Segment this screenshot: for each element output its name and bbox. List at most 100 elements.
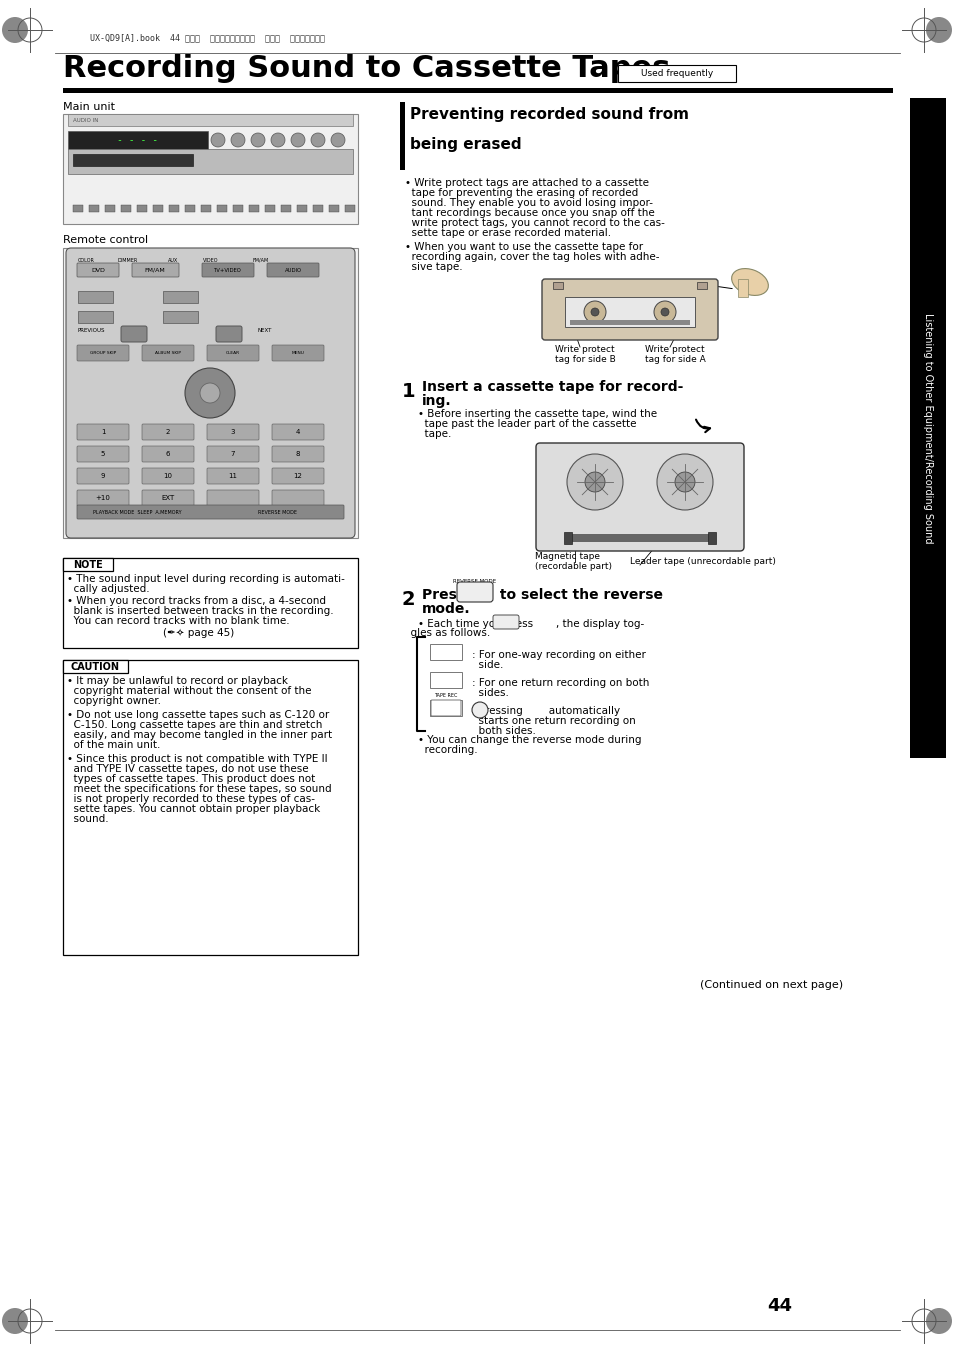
Circle shape xyxy=(925,18,951,43)
Text: AUX: AUX xyxy=(168,258,178,262)
Text: REVERSE MODE: REVERSE MODE xyxy=(453,580,497,584)
Text: tape for preventing the erasing of recorded: tape for preventing the erasing of recor… xyxy=(405,188,638,199)
Bar xyxy=(63,249,357,538)
Text: both sides.: both sides. xyxy=(472,725,536,736)
Text: : Pressing        automatically: : Pressing automatically xyxy=(472,707,619,716)
Bar xyxy=(73,205,83,212)
Text: • Before inserting the cassette tape, wind the: • Before inserting the cassette tape, wi… xyxy=(417,409,657,419)
Bar xyxy=(137,205,147,212)
Text: tape.: tape. xyxy=(417,430,451,439)
Bar xyxy=(249,205,258,212)
Bar xyxy=(399,101,405,170)
Text: +10: +10 xyxy=(95,494,111,501)
Text: UX-QD9[A].book  44 ページ  ２００４年９月６日  月曜日  午後３時２１分: UX-QD9[A].book 44 ページ ２００４年９月６日 月曜日 午後３時… xyxy=(90,34,325,42)
Text: Listening to Other Equipment/Recording Sound: Listening to Other Equipment/Recording S… xyxy=(923,312,932,543)
Circle shape xyxy=(660,308,668,316)
FancyBboxPatch shape xyxy=(66,249,355,538)
Text: starts one return recording on: starts one return recording on xyxy=(472,716,635,725)
Text: (✒✧ page 45): (✒✧ page 45) xyxy=(163,628,234,638)
Text: gles as follows.: gles as follows. xyxy=(403,628,490,638)
Text: Write protect
tag for side B: Write protect tag for side B xyxy=(555,345,615,365)
Circle shape xyxy=(472,703,488,717)
Text: TV+VIDEO: TV+VIDEO xyxy=(213,267,242,273)
Bar xyxy=(201,205,211,212)
Bar xyxy=(569,534,709,542)
Circle shape xyxy=(583,301,605,323)
FancyBboxPatch shape xyxy=(142,446,193,462)
Text: and TYPE IV cassette tapes, do not use these: and TYPE IV cassette tapes, do not use t… xyxy=(67,765,309,774)
Text: types of cassette tapes. This product does not: types of cassette tapes. This product do… xyxy=(67,774,314,784)
Text: of the main unit.: of the main unit. xyxy=(67,740,160,750)
Bar xyxy=(185,205,194,212)
FancyBboxPatch shape xyxy=(272,345,324,361)
Text: 1: 1 xyxy=(101,430,105,435)
Bar xyxy=(430,644,461,661)
FancyBboxPatch shape xyxy=(121,326,147,342)
Text: 2: 2 xyxy=(166,430,170,435)
Bar xyxy=(73,154,193,166)
Bar xyxy=(105,205,115,212)
Text: 4: 4 xyxy=(295,430,300,435)
Bar xyxy=(78,311,112,323)
Text: PREVIOUS: PREVIOUS xyxy=(78,328,106,334)
Bar xyxy=(63,113,357,224)
Circle shape xyxy=(331,132,345,147)
Text: sette tapes. You cannot obtain proper playback: sette tapes. You cannot obtain proper pl… xyxy=(67,804,320,815)
Bar xyxy=(909,99,945,758)
FancyBboxPatch shape xyxy=(207,467,258,484)
Bar xyxy=(738,280,747,297)
FancyBboxPatch shape xyxy=(142,467,193,484)
FancyBboxPatch shape xyxy=(215,326,242,342)
Bar xyxy=(216,205,227,212)
Text: (Continued on next page): (Continued on next page) xyxy=(700,979,842,990)
FancyBboxPatch shape xyxy=(541,280,718,340)
Text: blank is inserted between tracks in the recording.: blank is inserted between tracks in the … xyxy=(67,607,334,616)
Bar xyxy=(78,290,112,303)
Text: copyright owner.: copyright owner. xyxy=(67,696,161,707)
Circle shape xyxy=(211,132,225,147)
FancyBboxPatch shape xyxy=(456,582,493,603)
Text: sive tape.: sive tape. xyxy=(405,262,462,272)
Text: MENU: MENU xyxy=(292,351,304,355)
Text: 11: 11 xyxy=(229,473,237,480)
Bar xyxy=(707,532,716,544)
Text: • Do not use long cassette tapes such as C-120 or: • Do not use long cassette tapes such as… xyxy=(67,711,329,720)
Bar xyxy=(63,661,357,955)
FancyBboxPatch shape xyxy=(207,345,258,361)
Text: • Write protect tags are attached to a cassette: • Write protect tags are attached to a c… xyxy=(405,178,648,188)
FancyBboxPatch shape xyxy=(493,615,518,630)
Bar xyxy=(329,205,338,212)
Text: 9: 9 xyxy=(101,473,105,480)
Text: CAUTION: CAUTION xyxy=(71,662,119,671)
Bar xyxy=(68,149,353,174)
Text: 10: 10 xyxy=(163,473,172,480)
Text: Magnetic tape
(recordable part): Magnetic tape (recordable part) xyxy=(535,553,612,571)
Text: side.: side. xyxy=(472,661,503,670)
FancyBboxPatch shape xyxy=(77,424,129,440)
FancyBboxPatch shape xyxy=(142,424,193,440)
Bar xyxy=(569,320,689,326)
Circle shape xyxy=(291,132,305,147)
FancyBboxPatch shape xyxy=(77,345,129,361)
Text: FM/AM: FM/AM xyxy=(145,267,165,273)
Text: 6: 6 xyxy=(166,451,170,457)
Text: TAPE REC: TAPE REC xyxy=(434,693,457,698)
FancyBboxPatch shape xyxy=(207,446,258,462)
Text: • When you record tracks from a disc, a 4-second: • When you record tracks from a disc, a … xyxy=(67,596,326,607)
Text: AUDIO IN: AUDIO IN xyxy=(73,118,98,123)
FancyBboxPatch shape xyxy=(77,263,119,277)
Bar xyxy=(618,65,735,82)
Bar xyxy=(163,311,198,323)
Circle shape xyxy=(271,132,285,147)
Circle shape xyxy=(251,132,265,147)
Text: cally adjusted.: cally adjusted. xyxy=(67,584,150,594)
Bar xyxy=(68,131,208,149)
Circle shape xyxy=(654,301,676,323)
FancyBboxPatch shape xyxy=(77,490,129,507)
Circle shape xyxy=(185,367,234,417)
FancyBboxPatch shape xyxy=(142,345,193,361)
FancyBboxPatch shape xyxy=(77,446,129,462)
Circle shape xyxy=(925,1308,951,1333)
Text: meet the specifications for these tapes, so sound: meet the specifications for these tapes,… xyxy=(67,784,332,794)
Text: 12: 12 xyxy=(294,473,302,480)
